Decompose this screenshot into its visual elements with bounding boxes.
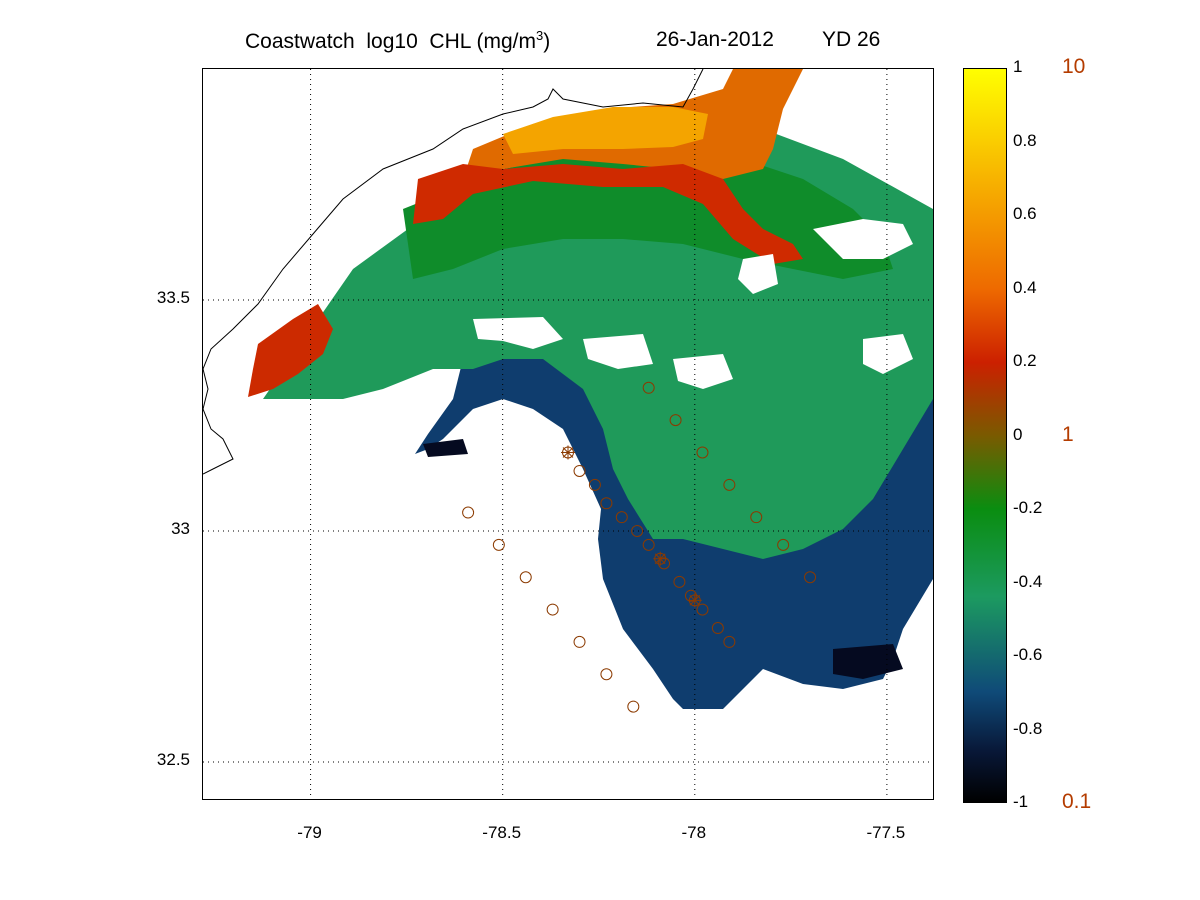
station-marker-starred [561,445,575,460]
chl-red-band-north [413,164,803,264]
station-marker-starred [653,551,668,566]
station-marker [642,538,655,551]
station-marker [600,497,613,510]
cloud-gap-6 [673,354,733,389]
colorbar-right-label: 10 [1062,55,1086,78]
station-marker [600,668,613,681]
colorbar-tick-label: -0.4 [1013,571,1043,591]
title-main: Coastwatch log10 CHL (mg/m3) [245,28,550,54]
y-tick-label: 33 [171,519,190,539]
station-marker [658,557,671,570]
station-marker [631,525,644,538]
colorbar-right-label: 1 [1062,422,1074,446]
title-superscript: 3 [536,28,544,43]
colorbar-tick-label: -0.6 [1013,645,1043,664]
x-tick-label: -79 [297,823,322,842]
colorbar [963,68,1007,803]
station-marker [492,538,505,551]
x-tick-label: -78.5 [482,823,522,842]
cloud-gap-5 [863,334,913,374]
map-plot-area [202,68,934,800]
station-marker [462,506,475,519]
colorbar-tick-label: 0.8 [1013,130,1037,150]
chl-very-low-patch [833,644,903,679]
station-marker-starred [687,593,702,608]
y-tick-label: 33.5 [156,288,190,307]
chlorophyll-field [248,69,933,709]
station-marker [615,511,628,524]
cloud-gap-3 [738,254,778,294]
colorbar-tick-label: 1 [1013,57,1023,76]
station-marker [669,414,682,427]
x-tick-label: -77.5 [866,823,906,842]
chl-very-low-patch-2 [423,439,468,457]
station-marker [573,464,586,477]
station-marker [642,381,655,394]
station-marker [711,622,724,635]
chl-red-band-west [248,304,333,397]
chart-title: Coastwatch log10 CHL (mg/m3) 26-Jan-2012… [0,28,1200,58]
station-marker [627,700,640,713]
colorbar-tick-label: 0.4 [1013,277,1037,297]
cloud-gap-4 [813,219,913,259]
stations [462,381,817,713]
station-marker [588,478,601,491]
title-yearday: YD 26 [822,28,881,51]
station-marker [673,575,686,588]
station-marker [777,538,790,551]
station-marker [546,603,559,616]
station-marker [684,589,697,602]
station-marker [696,446,709,459]
coastline-path [203,69,704,370]
station-marker [573,635,586,648]
colorbar-right-label: 0.1 [1062,790,1092,813]
station-marker [750,511,763,524]
title-close: ) [543,30,551,53]
y-tick-label: 32.5 [156,750,190,770]
station-marker [723,478,736,491]
cloud-gap-1 [473,317,563,349]
cloud-gap-2 [583,334,653,369]
title-date: 26-Jan-2012 [656,28,774,51]
station-marker [696,603,709,616]
colorbar-tick-label: 0.2 [1013,351,1037,370]
colorbar-tick-label: -1 [1013,792,1029,811]
coastline-path-south [203,368,234,475]
grid-lines [203,69,933,799]
colorbar-tick-label: 0.6 [1013,204,1037,223]
station-marker [723,635,736,648]
chl-yellow-core [503,107,708,154]
station-marker [804,571,817,584]
station-marker [519,571,532,584]
title-main-text: Coastwatch log10 CHL (mg/m [245,30,536,53]
map-canvas [203,69,933,799]
colorbar-tick-label: -0.8 [1013,718,1043,738]
coastline [203,69,704,475]
colorbar-tick-label: 0 [1013,424,1023,444]
colorbar-tick-label: -0.2 [1013,498,1043,517]
x-tick-label: -78 [681,823,707,842]
